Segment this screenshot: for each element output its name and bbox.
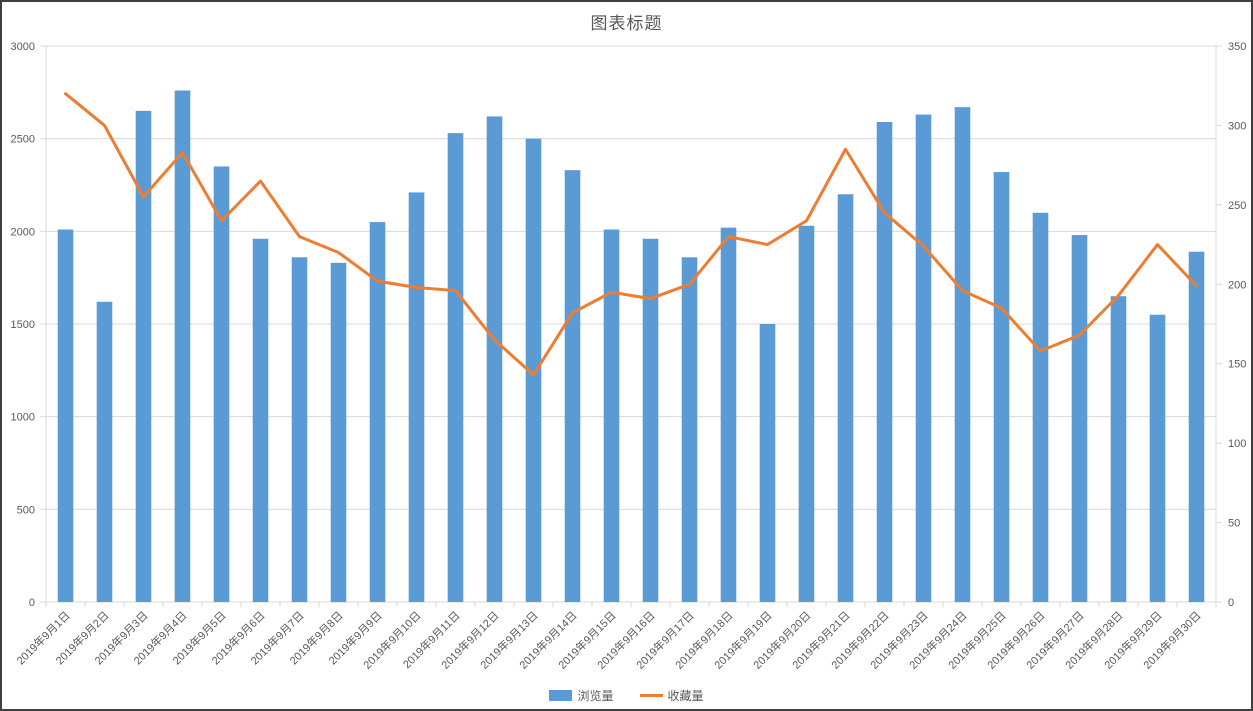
- x-axis-labels: 2019年9月1日2019年9月2日2019年9月3日2019年9月4日2019…: [13, 608, 1203, 672]
- left-axis-label: 3000: [11, 41, 35, 53]
- right-axis-label: 200: [1228, 279, 1246, 291]
- right-axis-label: 50: [1228, 518, 1240, 530]
- bar-2019年9月4日[interactable]: [174, 90, 191, 602]
- right-axis-label: 0: [1228, 597, 1234, 609]
- bar-2019年9月28日[interactable]: [1110, 296, 1127, 602]
- line-series[interactable]: [64, 92, 1198, 377]
- bar-series[interactable]: [57, 90, 1205, 603]
- legend-label-line-series: 收藏量: [667, 689, 704, 703]
- bar-2019年9月19日[interactable]: [759, 324, 776, 602]
- axis-ticks: [40, 45, 1222, 607]
- legend-label-bar-series: 浏览量: [577, 689, 614, 703]
- chart-title: 图表标题: [590, 14, 663, 33]
- left-axis-label: 500: [17, 504, 35, 516]
- left-axis-label: 1000: [11, 412, 35, 424]
- chart-legend: 浏览量 收藏量: [2, 687, 1251, 704]
- bar-2019年9月3日[interactable]: [135, 110, 152, 602]
- bar-2019年9月9日[interactable]: [369, 222, 386, 603]
- bar-2019年9月26日[interactable]: [1032, 212, 1049, 603]
- bar-2019年9月2日[interactable]: [96, 301, 113, 602]
- bar-2019年9月16日[interactable]: [642, 238, 659, 602]
- line-series-swatch-icon: [639, 694, 663, 697]
- bar-2019年9月21日[interactable]: [837, 194, 854, 602]
- bar-2019年9月15日[interactable]: [603, 229, 620, 603]
- left-axis-label: 2500: [11, 134, 35, 146]
- right-axis-label: 250: [1228, 200, 1246, 212]
- bar-2019年9月10日[interactable]: [408, 192, 425, 602]
- bar-2019年9月24日[interactable]: [954, 107, 971, 602]
- bar-2019年9月23日[interactable]: [915, 114, 932, 602]
- left-axis-labels: 0 500 1000 1500 2000 2500 3000: [11, 41, 35, 609]
- right-axis-label: 300: [1228, 120, 1246, 132]
- left-axis-label: 1500: [11, 319, 35, 331]
- left-axis-label: 2000: [11, 226, 35, 238]
- bar-2019年9月22日[interactable]: [876, 121, 893, 602]
- bar-2019年9月5日[interactable]: [213, 166, 230, 602]
- legend-item-bar-series[interactable]: 浏览量: [549, 687, 614, 704]
- bar-2019年9月13日[interactable]: [525, 138, 542, 602]
- bar-2019年9月6日[interactable]: [252, 238, 269, 602]
- right-axis-label: 100: [1228, 438, 1246, 450]
- right-axis-label: 350: [1228, 41, 1246, 53]
- bar-2019年9月18日[interactable]: [720, 227, 737, 603]
- bar-2019年9月14日[interactable]: [564, 170, 581, 602]
- right-axis-labels: 0 50 100 150 200 250 300 350: [1228, 41, 1246, 609]
- bar-2019年9月8日[interactable]: [330, 262, 347, 602]
- bar-series-swatch-icon: [549, 690, 573, 701]
- bar-2019年9月27日[interactable]: [1071, 235, 1088, 603]
- legend-item-line-series[interactable]: 收藏量: [639, 687, 704, 704]
- bar-2019年9月17日[interactable]: [681, 257, 698, 602]
- line-收藏量[interactable]: [64, 92, 1198, 377]
- bar-2019年9月30日[interactable]: [1188, 251, 1205, 602]
- bar-2019年9月1日[interactable]: [57, 229, 74, 603]
- left-axis-label: 0: [29, 597, 35, 609]
- bar-2019年9月12日[interactable]: [486, 116, 503, 602]
- right-axis-label: 150: [1228, 359, 1246, 371]
- bar-2019年9月11日[interactable]: [447, 133, 464, 602]
- bar-2019年9月29日[interactable]: [1149, 314, 1166, 602]
- bar-2019年9月7日[interactable]: [291, 257, 308, 602]
- bar-2019年9月20日[interactable]: [798, 225, 815, 603]
- bar-2019年9月25日[interactable]: [993, 172, 1010, 602]
